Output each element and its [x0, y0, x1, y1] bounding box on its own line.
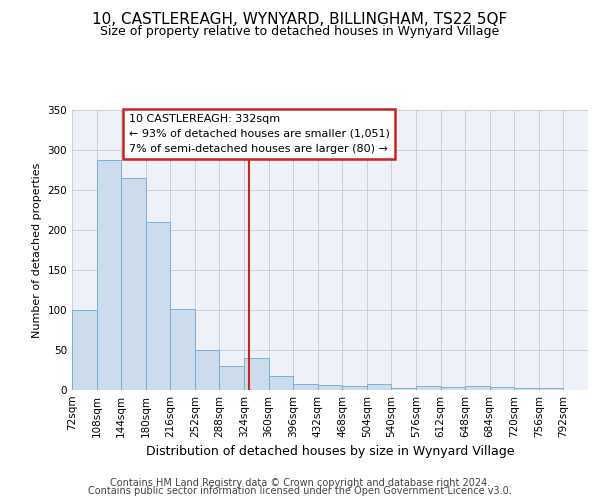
Bar — [121, 178, 146, 390]
Bar — [170, 309, 195, 390]
Bar — [514, 388, 539, 390]
Bar — [490, 387, 514, 390]
Text: Size of property relative to detached houses in Wynyard Village: Size of property relative to detached ho… — [100, 25, 500, 38]
Bar — [416, 386, 440, 390]
Bar — [318, 385, 342, 390]
Text: 10 CASTLEREAGH: 332sqm
← 93% of detached houses are smaller (1,051)
7% of semi-d: 10 CASTLEREAGH: 332sqm ← 93% of detached… — [128, 114, 389, 154]
Text: Contains public sector information licensed under the Open Government Licence v3: Contains public sector information licen… — [88, 486, 512, 496]
Bar — [465, 386, 490, 390]
Bar — [146, 222, 170, 390]
Bar — [97, 160, 121, 390]
Bar — [244, 358, 269, 390]
Y-axis label: Number of detached properties: Number of detached properties — [32, 162, 42, 338]
X-axis label: Distribution of detached houses by size in Wynyard Village: Distribution of detached houses by size … — [146, 446, 514, 458]
Bar — [367, 384, 391, 390]
Bar — [539, 388, 563, 390]
Bar — [440, 387, 465, 390]
Text: Contains HM Land Registry data © Crown copyright and database right 2024.: Contains HM Land Registry data © Crown c… — [110, 478, 490, 488]
Text: 10, CASTLEREAGH, WYNYARD, BILLINGHAM, TS22 5QF: 10, CASTLEREAGH, WYNYARD, BILLINGHAM, TS… — [92, 12, 508, 28]
Bar — [391, 388, 416, 390]
Bar — [72, 310, 97, 390]
Bar — [342, 386, 367, 390]
Bar — [269, 376, 293, 390]
Bar — [293, 384, 318, 390]
Bar — [220, 366, 244, 390]
Bar — [195, 350, 220, 390]
